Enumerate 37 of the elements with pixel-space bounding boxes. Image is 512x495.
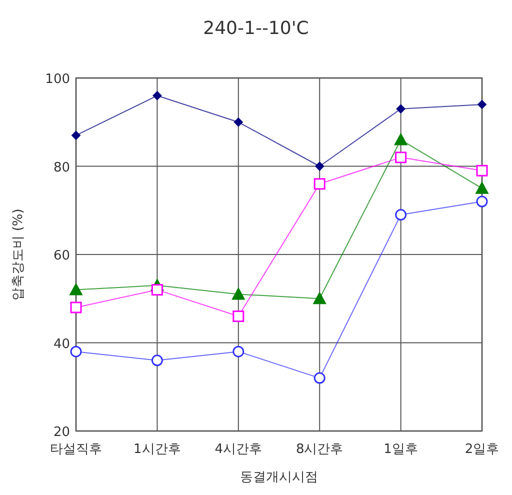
point (476, 196, 488, 208)
y-tick-label: 100 (45, 72, 70, 87)
point (72, 130, 80, 140)
y-tick-label: 20 (53, 425, 70, 440)
point (232, 310, 244, 322)
x-tick-label: 8시간후 (296, 442, 344, 457)
point (313, 292, 326, 304)
x-tick-label: 타설직후 (50, 442, 102, 457)
x-axis-title: 동결개시시점 (240, 470, 318, 485)
point (394, 133, 408, 146)
point (232, 346, 244, 358)
x-tick-label: 4시간후 (214, 442, 262, 457)
point (234, 118, 243, 127)
point (314, 178, 326, 190)
x-tick-label: 1일후 (384, 442, 418, 457)
point (476, 182, 488, 194)
point (396, 104, 406, 114)
point (478, 100, 486, 109)
chart-title: 240-1--10'C (203, 18, 309, 39)
point (70, 346, 82, 358)
point (395, 152, 407, 164)
point (151, 354, 163, 366)
x-tick-label: 1시간후 (134, 442, 181, 457)
point (151, 284, 163, 296)
y-tick-label: 60 (53, 248, 70, 264)
point (476, 164, 488, 176)
point (315, 162, 324, 171)
y-axis-title: 압축강도비 (%) (11, 208, 26, 300)
point (70, 302, 82, 314)
point (232, 288, 245, 300)
point (395, 209, 407, 221)
point (152, 91, 162, 100)
point (70, 283, 82, 296)
x-tick-label: 2일후 (464, 442, 500, 457)
point (314, 372, 326, 384)
y-tick-label: 80 (53, 160, 70, 176)
y-tick-label: 40 (53, 336, 70, 352)
